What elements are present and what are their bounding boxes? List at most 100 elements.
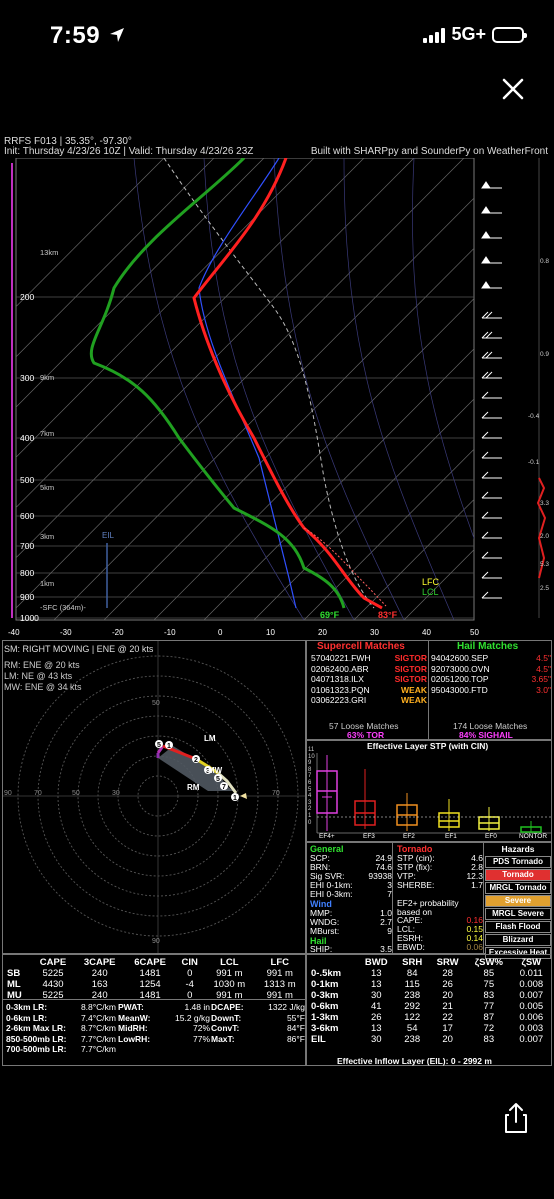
- index-row: MaxT: 86°F: [211, 1034, 305, 1045]
- svg-text:7: 7: [222, 784, 226, 791]
- parcel-grid: CAPE 3CAPE 6CAPE CIN LCL LFC SB 5225 240 1481 0 991…: [5, 957, 305, 1001]
- parcel-header: LFC: [270, 957, 289, 968]
- index-value: 0.15: [466, 924, 483, 934]
- kin-cell: 83: [483, 990, 495, 1001]
- parcel-cell: 5225: [42, 990, 64, 1001]
- stp-category: EF0: [485, 833, 497, 840]
- parcel-cell: 0: [187, 968, 193, 979]
- omega-label-5: 3.3: [540, 500, 550, 507]
- kin-cell: 0-6km: [311, 1001, 339, 1012]
- hazard-badge: Blizzard: [485, 934, 551, 946]
- index-key: MeanW:: [118, 1012, 151, 1023]
- moisture-params: PWAT: 1.48 in MeanW: 15.2 g/kg MidRH: 72% LowR…: [118, 1002, 210, 1044]
- index-row: WNDG: 2.7: [310, 918, 392, 927]
- hazard-badge: Tornado: [485, 869, 551, 881]
- match-tag: SIGTOR: [394, 653, 427, 663]
- height-label-5km: 5km: [40, 483, 55, 492]
- hodo-rm-motion: RM: ENE @ 20 kts: [4, 660, 80, 670]
- kin-header: BWD: [364, 957, 388, 968]
- index-key: 0-6km LR:: [6, 1012, 48, 1023]
- kin-cell: 238: [404, 990, 421, 1001]
- pressure-label-600: 600: [20, 511, 35, 521]
- hazard-badge: Excessive Heat: [485, 947, 551, 959]
- index-row: MBurst: 9: [310, 927, 392, 936]
- index-value: 2.7: [380, 917, 392, 927]
- wind-indices: MMP: 1.0 WNDG: 2.7 MBurst: 9: [310, 909, 392, 936]
- parcel-cell: ML: [7, 979, 21, 990]
- loose-hail-count: 174 Loose Matches: [453, 721, 528, 731]
- parcel-header: CAPE: [39, 957, 67, 968]
- index-value: 7: [387, 889, 392, 899]
- hail-match-row: 94042600.SEP 4.5": [431, 653, 551, 664]
- supercell-match-row: 02062400.ABR SIGTOR: [311, 664, 427, 675]
- close-icon[interactable]: [498, 74, 528, 104]
- kin-cell: 21: [442, 1001, 453, 1012]
- hazard-badge: Flash Flood: [485, 921, 551, 933]
- index-value: 0.16: [466, 915, 483, 925]
- parcel-header: CIN: [181, 957, 198, 968]
- svg-text:5: 5: [216, 776, 220, 783]
- header-location: RRFS F013 | 35.35°, -97.30°: [4, 136, 132, 147]
- parcel-cell: MU: [7, 990, 22, 1001]
- pressure-label-500: 500: [20, 475, 35, 485]
- tornado-indices: STP (cin): 4.6 STP (fix): 2.8 VTP: 12.3 SHERBE…: [397, 854, 483, 890]
- svg-text:3: 3: [206, 768, 210, 775]
- omega-label-6: 2.0: [540, 533, 550, 540]
- hail-match-row: 02051200.TOP 3.65": [431, 674, 551, 685]
- kinematics-row: EIL 30 238 20 83 0.007: [309, 1034, 551, 1045]
- hodo-ring-label: 30: [112, 790, 120, 797]
- omega-label-1: 0.8: [540, 258, 550, 265]
- kin-cell: 41: [370, 1001, 382, 1012]
- height-label-13km: 13km: [40, 248, 59, 257]
- height-label-sfc: -SFC (364m)-: [40, 603, 86, 612]
- parcel-header: LCL: [220, 957, 239, 968]
- svg-text:2: 2: [194, 757, 198, 764]
- index-row: DCAPE: 1322 J/kg: [211, 1002, 305, 1013]
- parcel-panel: CAPE 3CAPE 6CAPE CIN LCL LFC SB 5225 240 1481 0 991…: [2, 954, 306, 1066]
- indices-panel: General SCP: 24.9 BRN: 74.6 Sig SVR: 93938 EHI…: [306, 842, 552, 959]
- kinematics-row: 0-6km 41 292 21 77 0.005: [309, 1001, 551, 1012]
- hodo-storm-motion: SM: RIGHT MOVING | ENE @ 20 kts: [4, 644, 154, 654]
- index-key: STP (cin):: [397, 853, 435, 863]
- kin-cell: 122: [404, 1012, 421, 1023]
- kin-cell: 30: [370, 990, 382, 1001]
- index-row: 700-500mb LR: 7.7°C/km: [6, 1044, 116, 1055]
- kin-cell: 28: [442, 968, 453, 979]
- pressure-label-900: 900: [20, 592, 35, 602]
- kinematics-panel: BWD SRH SRW ζSW% ζSW 0-.5km 13 84 28 85 0.011 0-1km…: [306, 954, 552, 1066]
- index-value: 3.5: [380, 944, 392, 954]
- kin-header: [309, 957, 357, 968]
- index-value: 15.2 g/kg: [175, 1012, 210, 1023]
- kin-cell: 13: [370, 979, 382, 990]
- temp-tick: -20: [112, 628, 124, 637]
- stp-y-tick: 4: [308, 793, 312, 800]
- hodo-mw-motion: MW: ENE @ 34 kts: [4, 682, 82, 692]
- kin-cell: 0.007: [519, 990, 544, 1001]
- header-valid-time: Init: Thursday 4/23/26 10Z | Valid: Thur…: [4, 146, 254, 157]
- index-row: LCL: 0.15: [397, 925, 483, 934]
- kinematics-row: 3-6km 13 54 17 72 0.003: [309, 1023, 551, 1034]
- surface-temperature: 83°F: [378, 610, 398, 620]
- stp-y-tick: 1: [308, 812, 312, 819]
- supercell-match-row: 04071318.ILX SIGTOR: [311, 674, 427, 685]
- kin-cell: 87: [483, 1012, 495, 1023]
- omega-label-3: -0.4: [528, 413, 540, 420]
- index-value: 86°F: [286, 1033, 305, 1044]
- hodo-mw-marker: MW: [208, 766, 223, 775]
- index-value: 7.7°C/km: [80, 1033, 116, 1044]
- loose-supercell-pct: 63% TOR: [347, 730, 385, 740]
- stp-boxplot-panel: Effective Layer STP (with CIN) 11 10 9: [306, 740, 552, 842]
- share-icon[interactable]: [500, 1100, 532, 1136]
- supercell-match-row: 01061323.PQN WEAK: [311, 685, 427, 696]
- index-key: 2-6km Max LR:: [6, 1023, 66, 1033]
- index-key: MBurst:: [310, 926, 340, 936]
- kin-cell: 292: [404, 1001, 421, 1012]
- stp-category: EF3: [363, 833, 375, 840]
- hazard-list: Hazards PDS Tornado Tornado MRGL Tornado Sev…: [485, 844, 551, 959]
- kin-cell: 1-3km: [311, 1012, 339, 1023]
- index-value: 74.6: [375, 862, 392, 872]
- kin-cell: 0.006: [519, 1012, 544, 1023]
- kin-cell: 0.007: [519, 1034, 544, 1045]
- kin-cell: 13: [370, 968, 382, 979]
- stp-y-tick: 10: [308, 753, 315, 760]
